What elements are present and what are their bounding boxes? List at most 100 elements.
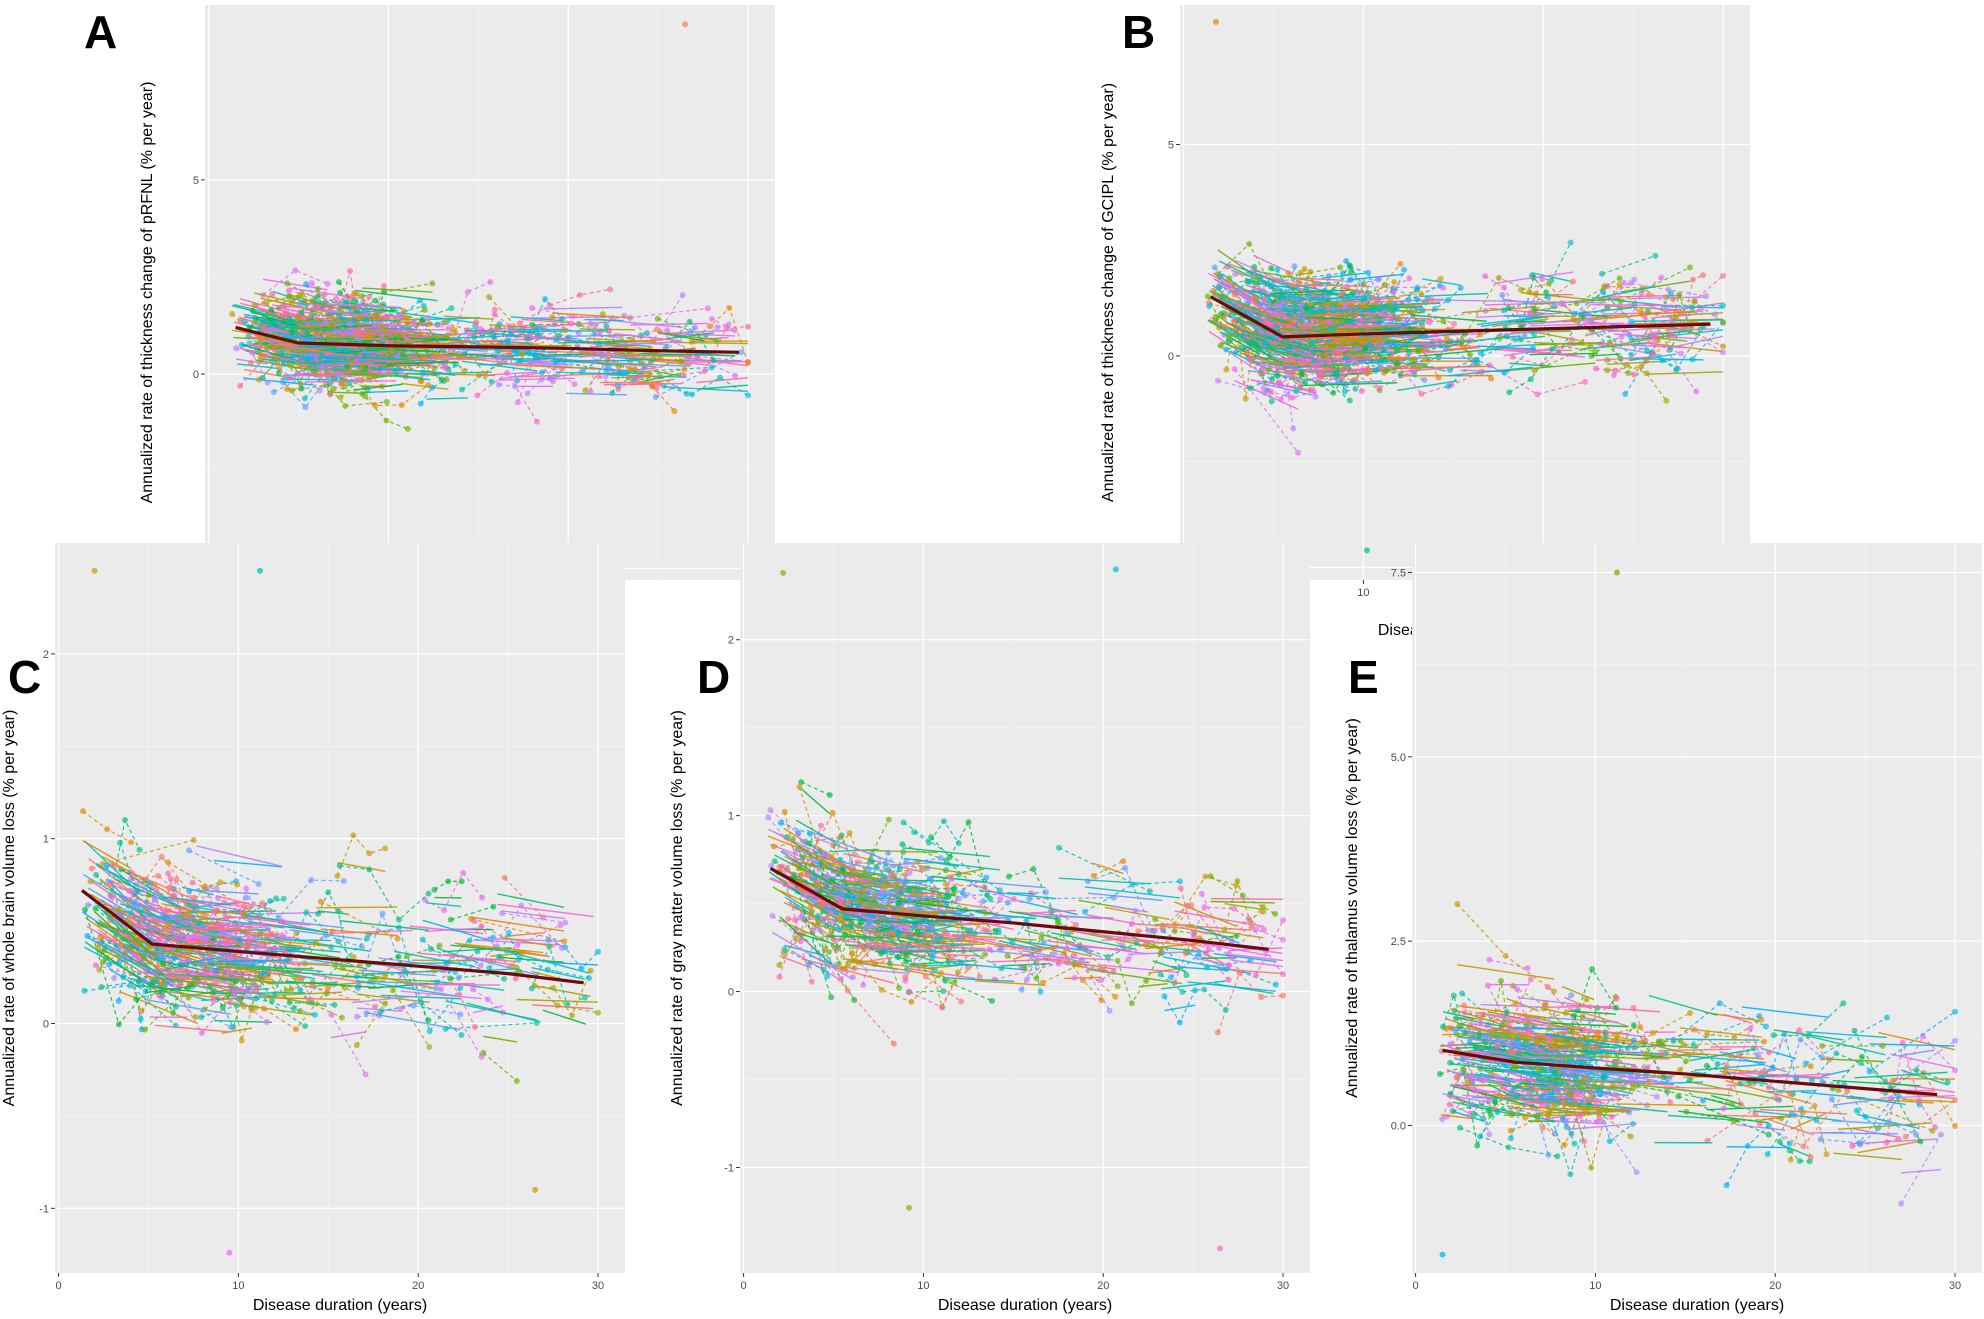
fitted-line [630,322,708,326]
observation-point [357,336,364,343]
observation-point [562,327,569,334]
observation-point [292,1026,299,1033]
observation-point [1214,377,1221,384]
fitted-line [1595,356,1653,362]
observation-point [1376,385,1383,392]
observation-point [341,984,348,991]
observation-point [1039,979,1046,986]
fitted-line [84,941,154,989]
fitted-line [353,383,403,391]
observed-trajectory [114,914,172,956]
observation-point [389,348,396,355]
observation-point [1418,290,1425,297]
observation-point [252,986,259,993]
observed-trajectory [1230,302,1285,330]
fitted-line [1339,339,1386,343]
observation-point [217,879,224,886]
observation-point [1210,287,1217,294]
observation-point [653,385,660,392]
x-tick-label: 10 [917,1280,929,1292]
observation-point [417,400,424,407]
fitted-line [618,362,691,367]
fitted-line [293,956,367,970]
observation-point [514,942,521,949]
observation-point [363,935,370,942]
observation-point [914,929,921,936]
observed-trajectory [1029,897,1114,900]
observation-point [1372,367,1379,374]
observation-point [1720,302,1727,309]
fitted-line [497,340,530,344]
observation-point [1397,372,1404,379]
observation-point [377,1008,384,1015]
observation-point [259,900,266,907]
observed-trajectory [798,819,890,911]
observation-point [354,1013,361,1020]
observation-point [1384,344,1391,351]
observed-trajectory [1287,325,1363,392]
fitted-line [1251,289,1309,306]
observation-point [1311,357,1318,364]
observation-point [366,850,373,857]
observation-point [518,350,525,357]
fitted-line [579,352,608,359]
fitted-line [696,377,749,384]
observation-point [248,1004,255,1011]
fitted-line [1647,371,1724,375]
fitted-line [221,1027,252,1035]
observation-point [353,290,360,297]
observation-point [448,305,455,312]
fitted-line [96,864,188,911]
observation-point [1291,263,1298,270]
fitted-line [418,952,517,963]
observed-trajectory [1042,963,1116,998]
observation-point [1183,972,1190,979]
observation-point [342,299,349,306]
observation-point [486,965,493,972]
observation-point [210,908,217,915]
fitted-line [552,312,633,319]
observation-point [1341,388,1348,395]
observation-point [337,394,344,401]
observation-point [1242,395,1249,402]
observation-point [1486,362,1493,369]
observation-point [285,287,292,294]
observed-trajectory [118,901,202,930]
observed-trajectory [358,317,430,328]
x-axis-title: Disease duration (years) [253,1297,427,1314]
observed-trajectory [1230,917,1284,975]
fitted-line [380,994,462,1000]
fitted-line [779,919,829,943]
observation-point [395,953,402,960]
fitted-line [272,332,361,351]
observed-trajectory [168,977,268,1035]
observation-point [268,307,275,314]
observation-point [394,935,401,942]
observation-point [1330,389,1337,396]
observed-trajectory [304,349,372,399]
fitted-line [536,356,623,367]
fitted-line [1607,333,1676,348]
observation-point [1521,333,1528,340]
fitted-line [356,979,456,997]
observation-point [1569,336,1576,343]
fitted-line [454,942,544,954]
observed-trajectory [1264,298,1339,334]
observed-trajectory [1254,266,1341,284]
observation-point [1135,928,1142,935]
observation-point [896,985,903,992]
observation-point [1617,298,1624,305]
fitted-line [168,927,249,931]
observed-trajectory [1421,287,1462,323]
observation-point [942,881,949,888]
observation-point [512,975,519,982]
observation-point [988,997,995,1004]
observation-point [263,1018,270,1025]
observation-point [554,332,561,339]
observation-point [337,289,344,296]
fitted-line [1419,292,1489,297]
observation-point [469,986,476,993]
y-tick-label: 5 [193,175,199,187]
observation-point [321,291,328,298]
fitted-line [1111,938,1195,947]
